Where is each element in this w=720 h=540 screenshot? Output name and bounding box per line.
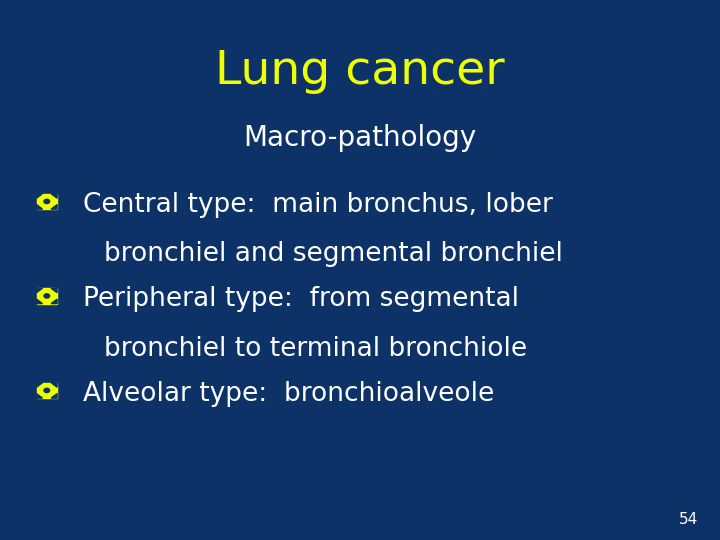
- Text: Central type:  main bronchus, lober: Central type: main bronchus, lober: [83, 192, 553, 218]
- Text: bronchiel to terminal bronchiole: bronchiel to terminal bronchiole: [104, 336, 528, 362]
- Polygon shape: [37, 394, 42, 398]
- Polygon shape: [37, 299, 42, 303]
- Polygon shape: [37, 288, 42, 293]
- Circle shape: [44, 388, 50, 393]
- Polygon shape: [37, 383, 42, 387]
- Polygon shape: [51, 194, 57, 198]
- Polygon shape: [51, 288, 57, 293]
- Text: Alveolar type:  bronchioalveole: Alveolar type: bronchioalveole: [83, 381, 494, 407]
- Circle shape: [44, 294, 50, 298]
- Polygon shape: [37, 205, 42, 209]
- Text: Peripheral type:  from segmental: Peripheral type: from segmental: [83, 286, 519, 312]
- Bar: [37, 194, 57, 209]
- Text: 54: 54: [679, 511, 698, 526]
- Circle shape: [44, 199, 50, 204]
- Polygon shape: [51, 299, 57, 303]
- Text: Macro-pathology: Macro-pathology: [243, 124, 477, 152]
- Polygon shape: [51, 205, 57, 209]
- Text: Lung cancer: Lung cancer: [215, 49, 505, 93]
- Bar: [37, 288, 57, 303]
- Polygon shape: [37, 194, 42, 198]
- Bar: [37, 383, 57, 398]
- Text: bronchiel and segmental bronchiel: bronchiel and segmental bronchiel: [104, 241, 563, 267]
- Polygon shape: [51, 394, 57, 398]
- Polygon shape: [51, 383, 57, 387]
